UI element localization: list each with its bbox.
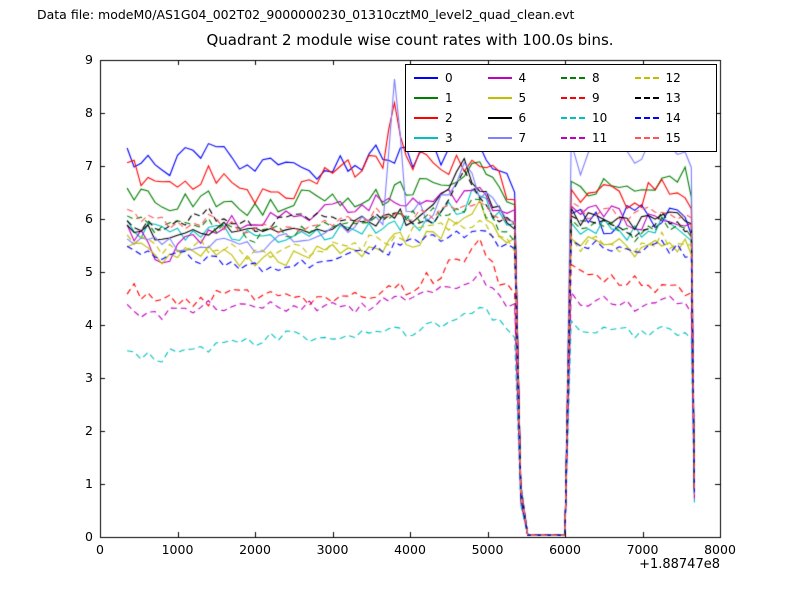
legend-line-sample — [634, 137, 659, 139]
legend-label: 7 — [518, 131, 527, 145]
legend-label: 3 — [445, 131, 453, 145]
legend-line-sample — [487, 117, 512, 119]
x-tick-label: 1000 — [161, 542, 194, 557]
legend-line-sample — [414, 137, 438, 139]
legend-label: 4 — [518, 71, 527, 85]
x-tick-label: 5000 — [471, 542, 504, 557]
legend-entry-10: 10 — [561, 108, 635, 128]
x-tick-label: 4000 — [394, 542, 426, 557]
y-tick-label: 8 — [85, 105, 93, 120]
legend-entry-9: 9 — [561, 88, 635, 108]
legend: 0 1 2 3 4 5 6 7 8 9 10 11 12 13 14 15 — [405, 64, 717, 152]
legend-entry-0: 0 — [414, 68, 488, 88]
y-tick-label: 0 — [85, 529, 93, 544]
legend-entry-8: 8 — [561, 68, 635, 88]
y-tick-label: 1 — [85, 476, 93, 491]
legend-line-sample — [414, 97, 438, 99]
x-tick-label: 8000 — [704, 542, 736, 557]
legend-entry-12: 12 — [634, 68, 709, 88]
y-tick-label: 5 — [85, 264, 93, 279]
chart-title: Quadrant 2 module wise count rates with … — [206, 31, 614, 49]
legend-entry-2: 2 — [414, 108, 488, 128]
legend-label: 1 — [445, 91, 453, 105]
y-tick-label: 9 — [85, 52, 93, 67]
legend-line-sample — [561, 97, 585, 99]
legend-entry-5: 5 — [487, 88, 562, 108]
x-tick-label: 6000 — [549, 542, 581, 557]
legend-entry-4: 4 — [487, 68, 562, 88]
legend-label: 0 — [445, 71, 453, 85]
legend-label: 13 — [665, 91, 681, 105]
y-tick-label: 6 — [85, 211, 93, 226]
legend-line-sample — [634, 97, 659, 99]
y-tick-label: 7 — [85, 158, 93, 173]
legend-line-sample — [487, 77, 512, 79]
x-axis-offset-label: +1.88747e8 — [639, 557, 720, 572]
legend-entry-6: 6 — [487, 108, 562, 128]
legend-line-sample — [561, 117, 585, 119]
legend-line-sample — [487, 137, 512, 139]
legend-label: 14 — [665, 111, 681, 125]
y-tick-label: 4 — [85, 317, 93, 332]
legend-entry-1: 1 — [414, 88, 488, 108]
legend-line-sample — [634, 117, 659, 119]
legend-label: 6 — [518, 111, 527, 125]
legend-label: 11 — [592, 131, 608, 145]
legend-label: 10 — [592, 111, 608, 125]
legend-line-sample — [487, 97, 512, 99]
y-tick-label: 3 — [85, 370, 93, 385]
legend-label: 12 — [665, 71, 681, 85]
legend-label: 15 — [665, 131, 681, 145]
legend-line-sample — [561, 137, 585, 139]
legend-line-sample — [634, 77, 659, 79]
legend-label: 2 — [445, 111, 453, 125]
legend-label: 8 — [592, 71, 600, 85]
x-tick-label: 3000 — [316, 542, 349, 557]
legend-entry-11: 11 — [561, 128, 635, 148]
legend-line-sample — [561, 77, 585, 79]
legend-label: 5 — [518, 91, 527, 105]
legend-line-sample — [414, 77, 438, 79]
legend-entry-15: 15 — [634, 128, 709, 148]
data-file-label: Data file: modeM0/AS1G04_002T02_90000002… — [37, 7, 575, 22]
legend-entry-13: 13 — [634, 88, 709, 108]
x-tick-label: 0 — [96, 542, 104, 557]
x-tick-label: 2000 — [239, 542, 271, 557]
legend-entry-3: 3 — [414, 128, 488, 148]
legend-line-sample — [414, 117, 438, 119]
legend-entry-14: 14 — [634, 108, 709, 128]
x-tick-label: 7000 — [626, 542, 659, 557]
y-tick-label: 2 — [85, 423, 93, 438]
legend-entry-7: 7 — [487, 128, 562, 148]
legend-label: 9 — [592, 91, 600, 105]
